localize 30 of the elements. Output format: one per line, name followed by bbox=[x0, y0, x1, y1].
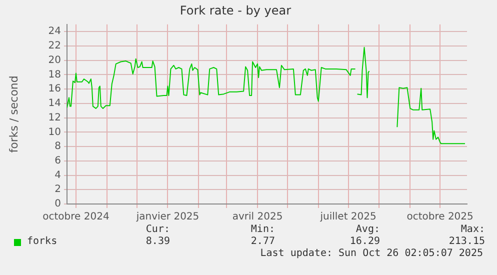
text: 16.29 bbox=[348, 236, 380, 248]
x-tick-label: octobre 2025 bbox=[406, 212, 474, 223]
y-tick-label: 8 bbox=[54, 141, 61, 152]
x-tick-label: octobre 2024 bbox=[42, 212, 110, 223]
y-tick-label: 12 bbox=[48, 112, 61, 124]
y-tick-label: 4 bbox=[54, 170, 61, 181]
chart-title: Fork rate - by year bbox=[180, 3, 292, 18]
text: Cur: bbox=[144, 224, 170, 236]
text: Min: bbox=[250, 224, 275, 236]
y-tick-label: 22 bbox=[48, 40, 61, 52]
x-tick-label: juillet 2025 bbox=[319, 212, 376, 223]
y-tick-label: 20 bbox=[48, 54, 61, 66]
y-tick-label: 10 bbox=[48, 126, 61, 138]
y-tick-label: 14 bbox=[48, 98, 61, 110]
text: Last update: Sun Oct 26 02:05:07 2025 bbox=[259, 248, 483, 260]
y-tick-label: 18 bbox=[48, 69, 61, 80]
y-tick-label: 6 bbox=[54, 155, 61, 166]
text: 2.77 bbox=[250, 236, 275, 248]
text: 8.39 bbox=[144, 236, 170, 248]
y-axis-title: forks / second bbox=[7, 76, 20, 153]
y-tick-label: 2 bbox=[54, 184, 61, 196]
y-tick-label: 0 bbox=[54, 198, 61, 210]
text: Max: bbox=[460, 224, 485, 236]
y-tick-label: 16 bbox=[48, 84, 61, 95]
legend-label: forks bbox=[27, 236, 58, 248]
text: 213.15 bbox=[448, 236, 485, 248]
x-tick-label: janvier 2025 bbox=[135, 212, 200, 223]
x-tick-label: avril 2025 bbox=[232, 212, 283, 223]
y-tick-label: 24 bbox=[48, 26, 61, 38]
text: Avg: bbox=[354, 224, 380, 236]
